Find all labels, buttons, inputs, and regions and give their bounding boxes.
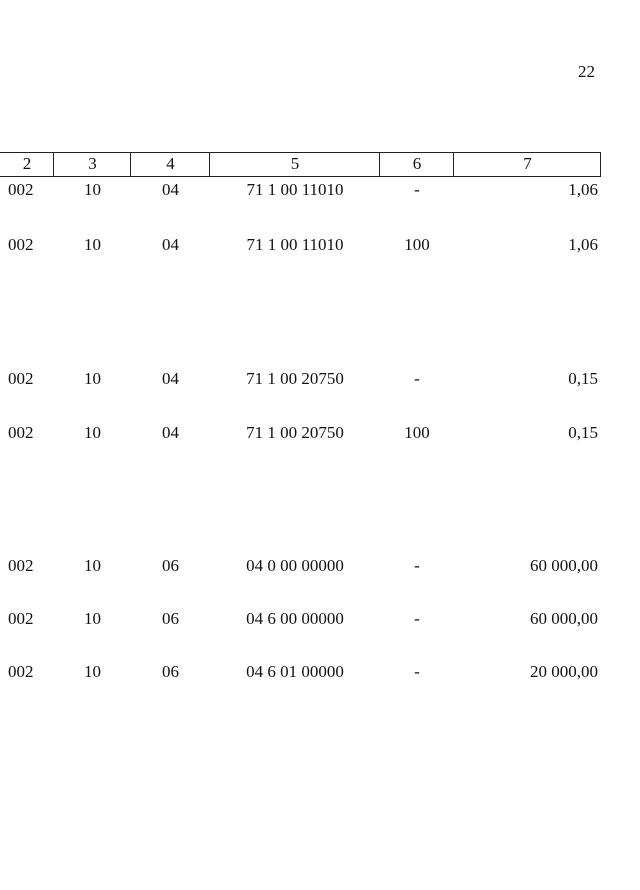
header-cell: 7 — [523, 154, 532, 173]
table-cell: 04 — [162, 235, 179, 254]
table-cell: 71 1 00 11010 — [246, 235, 344, 254]
table-cell: 002 — [8, 369, 34, 388]
table-cell: - — [414, 180, 420, 199]
table-cell: 002 — [8, 556, 34, 575]
table-cell: 04 — [162, 423, 179, 442]
table-cell: 60 000,00 — [530, 609, 598, 628]
table-cell: 06 — [162, 556, 179, 575]
table-header — [0, 152, 601, 177]
table-cell: 04 0 00 00000 — [246, 556, 344, 575]
table-cell: 06 — [162, 662, 179, 681]
table-cell: 10 — [84, 609, 101, 628]
table-cell: - — [414, 662, 420, 681]
table-cell: 002 — [8, 423, 34, 442]
table-cell: 10 — [84, 423, 101, 442]
table-cell: 002 — [8, 180, 34, 199]
table-cell: 1,06 — [568, 235, 598, 254]
table-cell: 04 — [162, 369, 179, 388]
table-cell: - — [414, 609, 420, 628]
table-cell: 0,15 — [568, 423, 598, 442]
header-cell: 5 — [290, 154, 300, 173]
table-cell: 002 — [8, 235, 34, 254]
table-cell: 10 — [84, 180, 101, 199]
header-cell: 2 — [22, 154, 32, 173]
table-cell: 10 — [84, 556, 101, 575]
table-cell: 71 1 00 20750 — [246, 369, 344, 388]
table-cell: 002 — [8, 609, 34, 628]
page-number: 22 — [578, 62, 595, 81]
table-cell: 20 000,00 — [530, 662, 598, 681]
table-cell: 04 6 01 00000 — [246, 662, 344, 681]
table-cell: - — [414, 556, 420, 575]
table-cell: 10 — [84, 235, 101, 254]
table-cell: 10 — [84, 369, 101, 388]
column-divider — [130, 153, 131, 176]
table-cell: 0,15 — [568, 369, 598, 388]
table-cell: - — [414, 369, 420, 388]
table-cell: 10 — [84, 662, 101, 681]
table-cell: 04 — [162, 180, 179, 199]
table-cell: 002 — [8, 662, 34, 681]
column-divider — [53, 153, 54, 176]
column-divider — [379, 153, 380, 176]
header-cell: 3 — [88, 154, 97, 173]
column-divider — [209, 153, 210, 176]
table-cell: 06 — [162, 609, 179, 628]
table-cell: 71 1 00 11010 — [246, 180, 344, 199]
table-cell: 1,06 — [568, 180, 598, 199]
column-divider — [453, 153, 454, 176]
table-cell: 100 — [404, 235, 430, 254]
table-cell: 60 000,00 — [530, 556, 598, 575]
header-cell: 6 — [412, 154, 422, 173]
table-cell: 71 1 00 20750 — [246, 423, 344, 442]
header-cell: 4 — [166, 154, 175, 173]
table-cell: 04 6 00 00000 — [246, 609, 344, 628]
table-cell: 100 — [404, 423, 430, 442]
